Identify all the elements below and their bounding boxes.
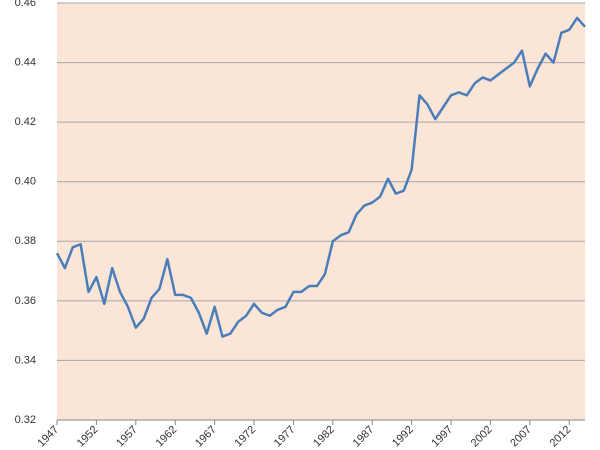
x-tick-label: 2002 [469,424,495,450]
x-tick-label: 1992 [390,424,416,450]
y-tick-label: 0.32 [15,414,36,426]
x-tick-label: 1962 [154,424,180,450]
y-tick-label: 0.38 [15,235,36,247]
x-tick-label: 1977 [272,424,298,450]
y-tick-label: 0.44 [15,56,36,68]
x-tick-label: 1957 [114,424,140,450]
x-tick-label: 2012 [548,424,574,450]
x-tick-label: 1947 [35,424,61,450]
x-tick-label: 1997 [429,424,455,450]
x-tick-label: 1952 [75,424,101,450]
y-tick-label: 0.40 [15,176,36,188]
x-tick-label: 1972 [232,424,258,450]
plot-background [57,3,585,420]
x-tick-label: 1987 [351,424,377,450]
y-tick-label: 0.46 [15,0,36,9]
y-tick-label: 0.34 [15,354,36,366]
x-tick-label: 1982 [311,424,337,450]
data-line [55,16,586,338]
y-tick-label: 0.36 [15,295,36,307]
y-tick-label: 0.42 [15,116,36,128]
x-tick-label: 1967 [193,424,219,450]
x-tick-label: 2007 [508,424,534,450]
